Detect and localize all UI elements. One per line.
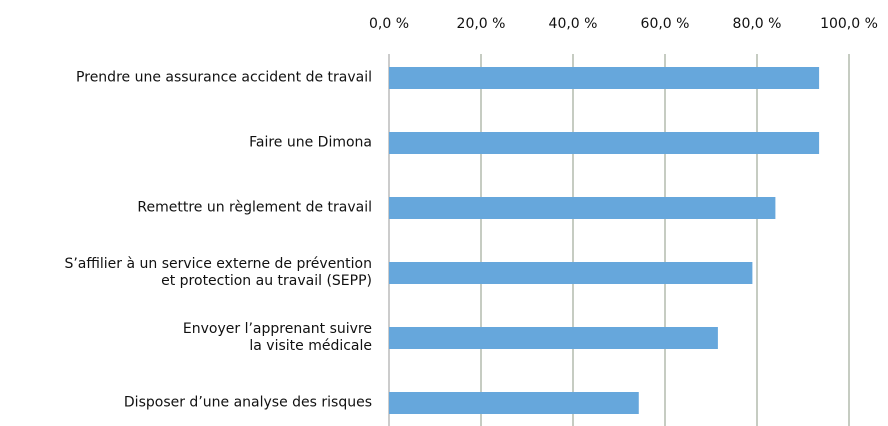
- y-tick-label: Disposer d’une analyse des risques: [123, 394, 372, 411]
- bar: [389, 132, 820, 154]
- y-tick-label: Envoyer l’apprenant suivre la visite méd…: [182, 321, 372, 354]
- x-tick-label: 0,0 %: [369, 16, 409, 32]
- bar: [389, 327, 718, 349]
- x-tick-label: 40,0 %: [549, 16, 598, 32]
- y-tick-label: Faire une Dimona: [249, 134, 372, 151]
- x-tick-label: 20,0 %: [457, 16, 506, 32]
- bar: [389, 392, 639, 414]
- bar: [389, 262, 753, 284]
- x-tick-label: 100,0 %: [820, 16, 878, 32]
- y-tick-label: Remettre un règlement de travail: [137, 199, 372, 216]
- x-tick-label: 60,0 %: [641, 16, 690, 32]
- x-tick-label: 80,0 %: [733, 16, 782, 32]
- y-tick-label: S’affilier à un service externe de préve…: [64, 256, 372, 289]
- y-tick-label: Prendre une assurance accident de travai…: [76, 69, 372, 86]
- bar: [389, 197, 776, 219]
- bar: [389, 67, 820, 89]
